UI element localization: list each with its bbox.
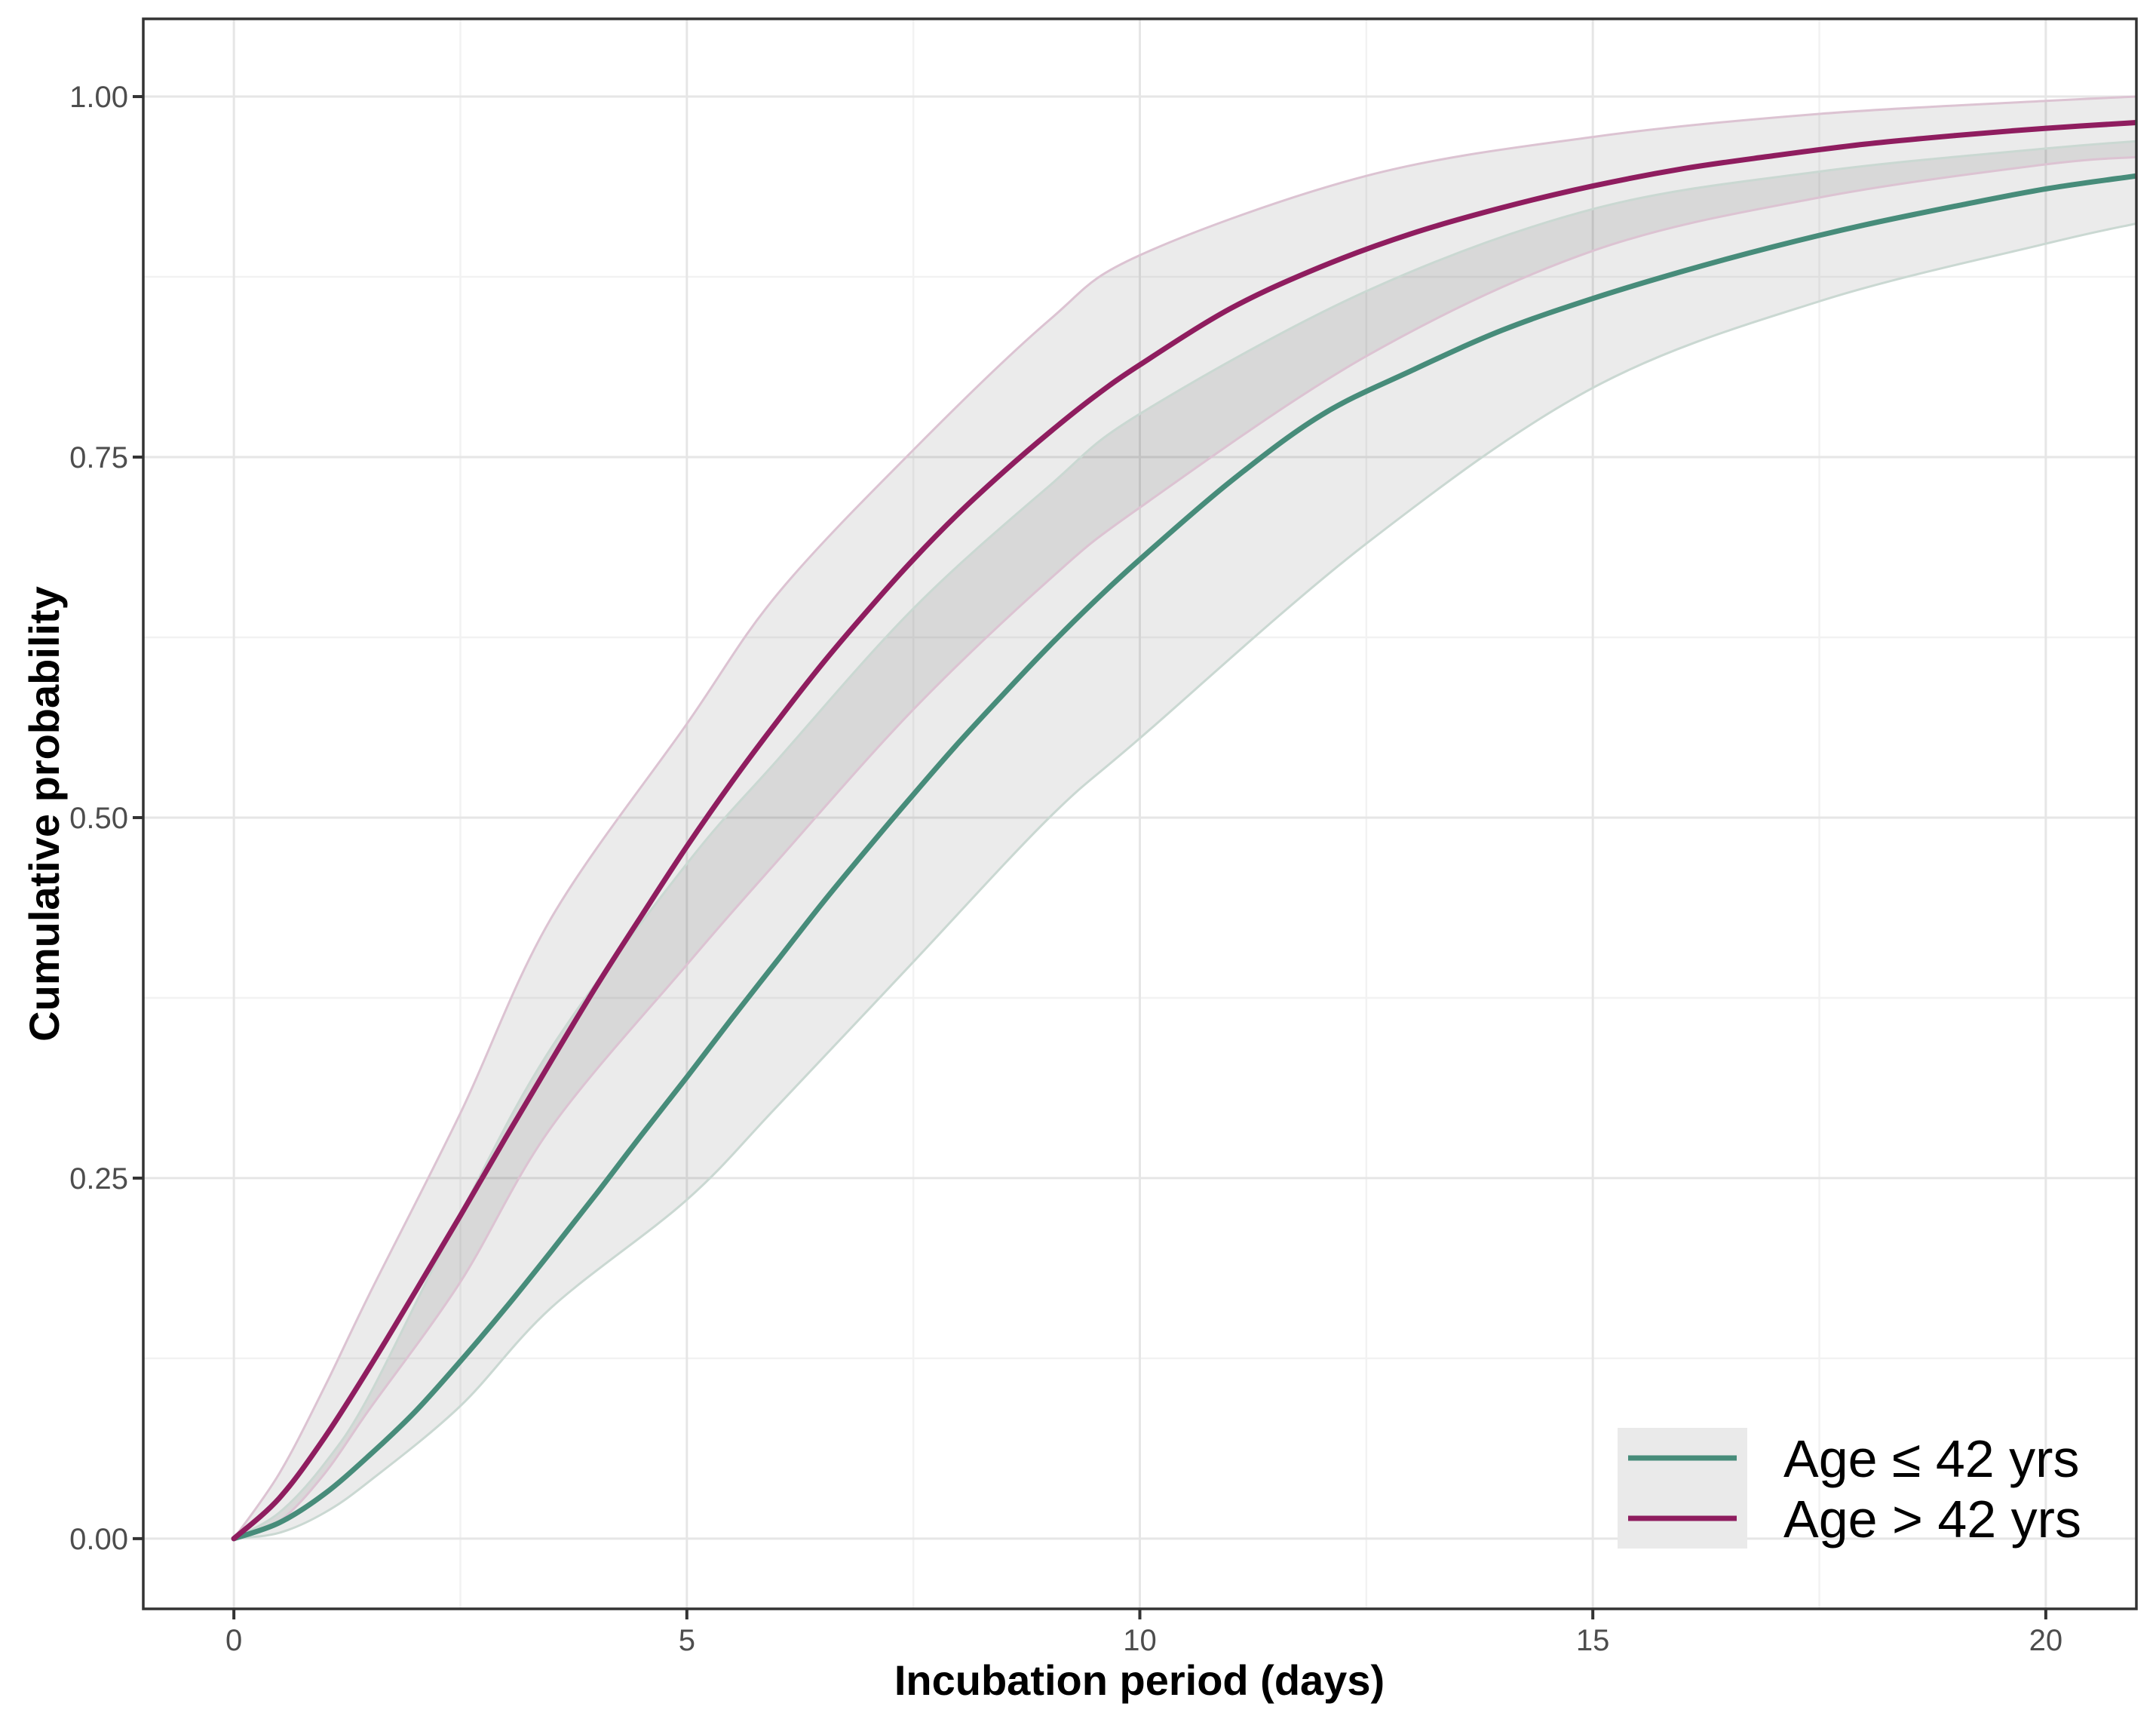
y-tick-label-0: 0.00 [69, 1523, 128, 1556]
x-tick-label-3: 15 [1576, 1624, 1610, 1657]
ci-ribbon-age-gt-42 [234, 97, 2136, 1539]
ci-lower-edge-age-gt-42 [233, 155, 2136, 1540]
ci-upper-edge-age-le-42 [233, 140, 2136, 1540]
axis-tick-marks [133, 95, 2047, 1619]
y-tick-label-1: 0.25 [69, 1162, 128, 1196]
x-tick-label-4: 20 [2029, 1624, 2063, 1657]
gridlines [143, 19, 2136, 1609]
x-tick-label-2: 10 [1123, 1624, 1157, 1657]
x-axis-tick-labels: 0 5 10 15 20 [225, 1624, 2062, 1657]
x-axis-title: Incubation period (days) [894, 1656, 1385, 1704]
y-tick-label-2: 0.50 [69, 802, 128, 835]
ci-lower-edge-age-le-42 [233, 222, 2136, 1540]
legend: Age ≤ 42 yrs Age > 42 yrs [1618, 1428, 2081, 1549]
y-axis-tick-labels: 0.00 0.25 0.50 0.75 1.00 [69, 81, 128, 1556]
ci-upper-edge-age-gt-42 [232, 95, 2136, 1539]
x-tick-label-1: 5 [679, 1624, 695, 1657]
y-axis-title: Cumulative probability [20, 586, 68, 1042]
x-tick-label-0: 0 [225, 1624, 242, 1657]
series-line-age-le-42 [231, 173, 2136, 1542]
legend-label-age-le-42: Age ≤ 42 yrs [1783, 1429, 2080, 1488]
series-line-age-gt-42 [231, 120, 2136, 1542]
y-tick-label-4: 1.00 [69, 81, 128, 114]
legend-label-age-gt-42: Age > 42 yrs [1783, 1490, 2081, 1549]
y-tick-label-3: 0.75 [69, 441, 128, 474]
plot-data [231, 95, 2136, 1542]
